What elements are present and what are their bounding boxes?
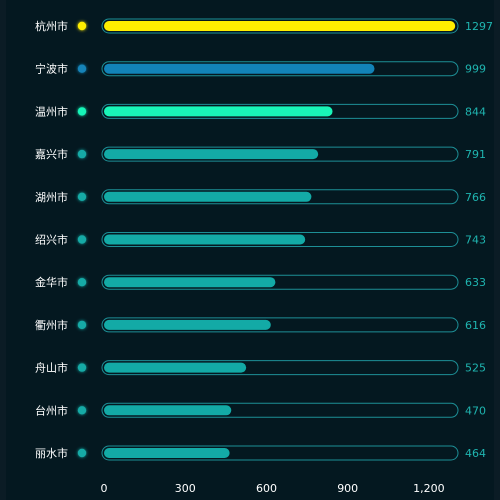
- category-dot: [77, 192, 87, 201]
- category-dot: [77, 235, 87, 244]
- category-dot: [77, 21, 87, 31]
- bar-track: [101, 18, 459, 34]
- category-label: 绍兴市: [35, 233, 68, 247]
- bar-track: [101, 232, 459, 247]
- bar-track: [101, 61, 459, 77]
- bar-row: 绍兴市 743: [35, 232, 486, 247]
- category-label: 台州市: [35, 403, 68, 417]
- bar-track: [101, 189, 459, 205]
- value-label: 525: [465, 362, 486, 375]
- bar: [104, 448, 230, 458]
- bar: [104, 319, 271, 330]
- bar-row: 嘉兴市 791: [35, 146, 486, 162]
- value-label: 633: [465, 276, 486, 289]
- bar-track: [101, 103, 459, 119]
- x-tick-label: 1,200: [413, 482, 445, 495]
- category-dot: [77, 320, 87, 330]
- bar-row: 温州市 844: [35, 103, 486, 119]
- category-dot: [77, 406, 87, 415]
- category-label: 金华市: [35, 275, 68, 289]
- category-label: 丽水市: [35, 446, 68, 460]
- bar: [104, 405, 232, 416]
- bar-track: [101, 274, 459, 290]
- bar: [104, 191, 312, 202]
- category-label: 温州市: [35, 104, 68, 118]
- bar-row: 湖州市 766: [35, 189, 486, 205]
- value-label: 999: [465, 63, 486, 76]
- value-label: 743: [465, 234, 486, 247]
- bar-track: [101, 146, 459, 162]
- bar-chart: 杭州市 1297 宁波市 999 温州市 844 嘉兴市 791 湖州市 766 绍兴市 743 金华市…: [6, 0, 494, 500]
- category-label: 衢州市: [35, 318, 68, 332]
- chart-svg: 杭州市 1297 宁波市 999 温州市 844 嘉兴市 791 湖州市 766 绍兴市 743 金华市…: [35, 8, 493, 495]
- bar: [104, 63, 375, 74]
- value-label: 844: [465, 105, 486, 118]
- bar-track: [101, 360, 459, 376]
- value-label: 766: [465, 191, 486, 204]
- category-label: 杭州市: [35, 19, 68, 33]
- bar: [104, 106, 333, 117]
- bar-row: 宁波市 999: [35, 61, 486, 77]
- x-tick-label: 0: [101, 482, 108, 495]
- category-dot: [77, 107, 87, 116]
- value-label: 470: [465, 404, 486, 417]
- bar-row: 杭州市 1297: [35, 18, 493, 34]
- bar-track: [101, 317, 459, 333]
- category-label: 舟山市: [35, 361, 68, 375]
- x-tick-label: 600: [256, 482, 277, 495]
- category-dot: [77, 64, 87, 73]
- category-label: 嘉兴市: [35, 147, 68, 161]
- x-tick-label: 900: [337, 482, 358, 495]
- value-label: 464: [465, 447, 486, 460]
- category-dot: [77, 448, 87, 458]
- category-dot: [77, 363, 87, 372]
- bar-row: 衢州市 616: [35, 317, 486, 333]
- category-label: 湖州市: [35, 190, 68, 204]
- value-label: 1297: [465, 20, 493, 33]
- bar-row: 金华市 633: [35, 274, 486, 290]
- category-label: 宁波市: [35, 62, 68, 76]
- bar-track: [101, 402, 459, 418]
- bar-row: 丽水市 464: [35, 445, 486, 461]
- x-tick-label: 300: [175, 482, 196, 495]
- bar-row: 舟山市 525: [35, 360, 486, 376]
- bar: [104, 21, 456, 31]
- category-dot: [77, 149, 87, 159]
- category-dot: [77, 278, 87, 287]
- bar: [104, 234, 306, 245]
- bar: [104, 149, 319, 160]
- bar: [104, 362, 247, 373]
- value-label: 791: [465, 148, 486, 161]
- bar-row: 台州市 470: [35, 402, 486, 418]
- value-label: 616: [465, 319, 486, 332]
- bar: [104, 277, 276, 288]
- bar-track: [101, 445, 459, 461]
